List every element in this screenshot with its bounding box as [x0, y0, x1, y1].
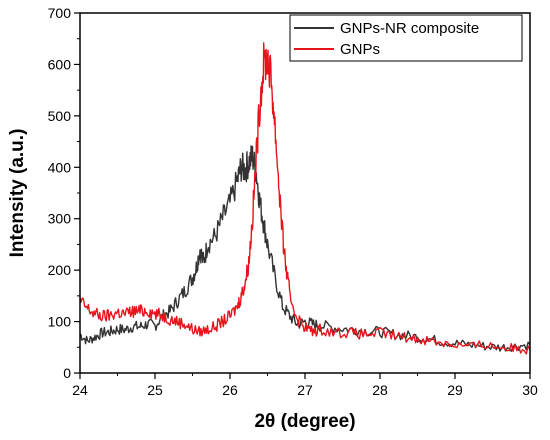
legend-label-composite: GNPs-NR composite — [340, 20, 479, 37]
y-tick-label: 500 — [48, 108, 72, 124]
legend-box — [289, 14, 523, 62]
x-tick-label: 25 — [147, 382, 163, 398]
y-tick-label: 600 — [48, 56, 72, 72]
y-tick-label: 300 — [48, 211, 72, 227]
x-tick-label: 28 — [372, 382, 388, 398]
x-tick-label: 24 — [72, 382, 88, 398]
x-tick-label: 27 — [297, 382, 313, 398]
legend: GNPs-NR composite GNPs — [289, 14, 523, 62]
legend-label-gnps: GNPs — [340, 41, 380, 58]
x-tick-label: 29 — [447, 382, 463, 398]
series-layer — [79, 42, 531, 355]
x-axis-label: 2θ (degree) — [254, 411, 355, 432]
series-line-composite — [79, 145, 531, 352]
y-tick-label: 700 — [48, 5, 72, 21]
plot-frame — [79, 12, 531, 374]
x-tick-label: 26 — [222, 382, 238, 398]
x-tick-label: 30 — [522, 382, 538, 398]
series-line-gnps — [79, 42, 531, 355]
y-tick-label: 0 — [63, 365, 71, 381]
y-tick-label: 100 — [48, 314, 72, 330]
y-tick-label: 400 — [48, 159, 72, 175]
y-axis-label: Intensity (a.u.) — [7, 129, 28, 258]
y-tick-label: 200 — [48, 262, 72, 278]
